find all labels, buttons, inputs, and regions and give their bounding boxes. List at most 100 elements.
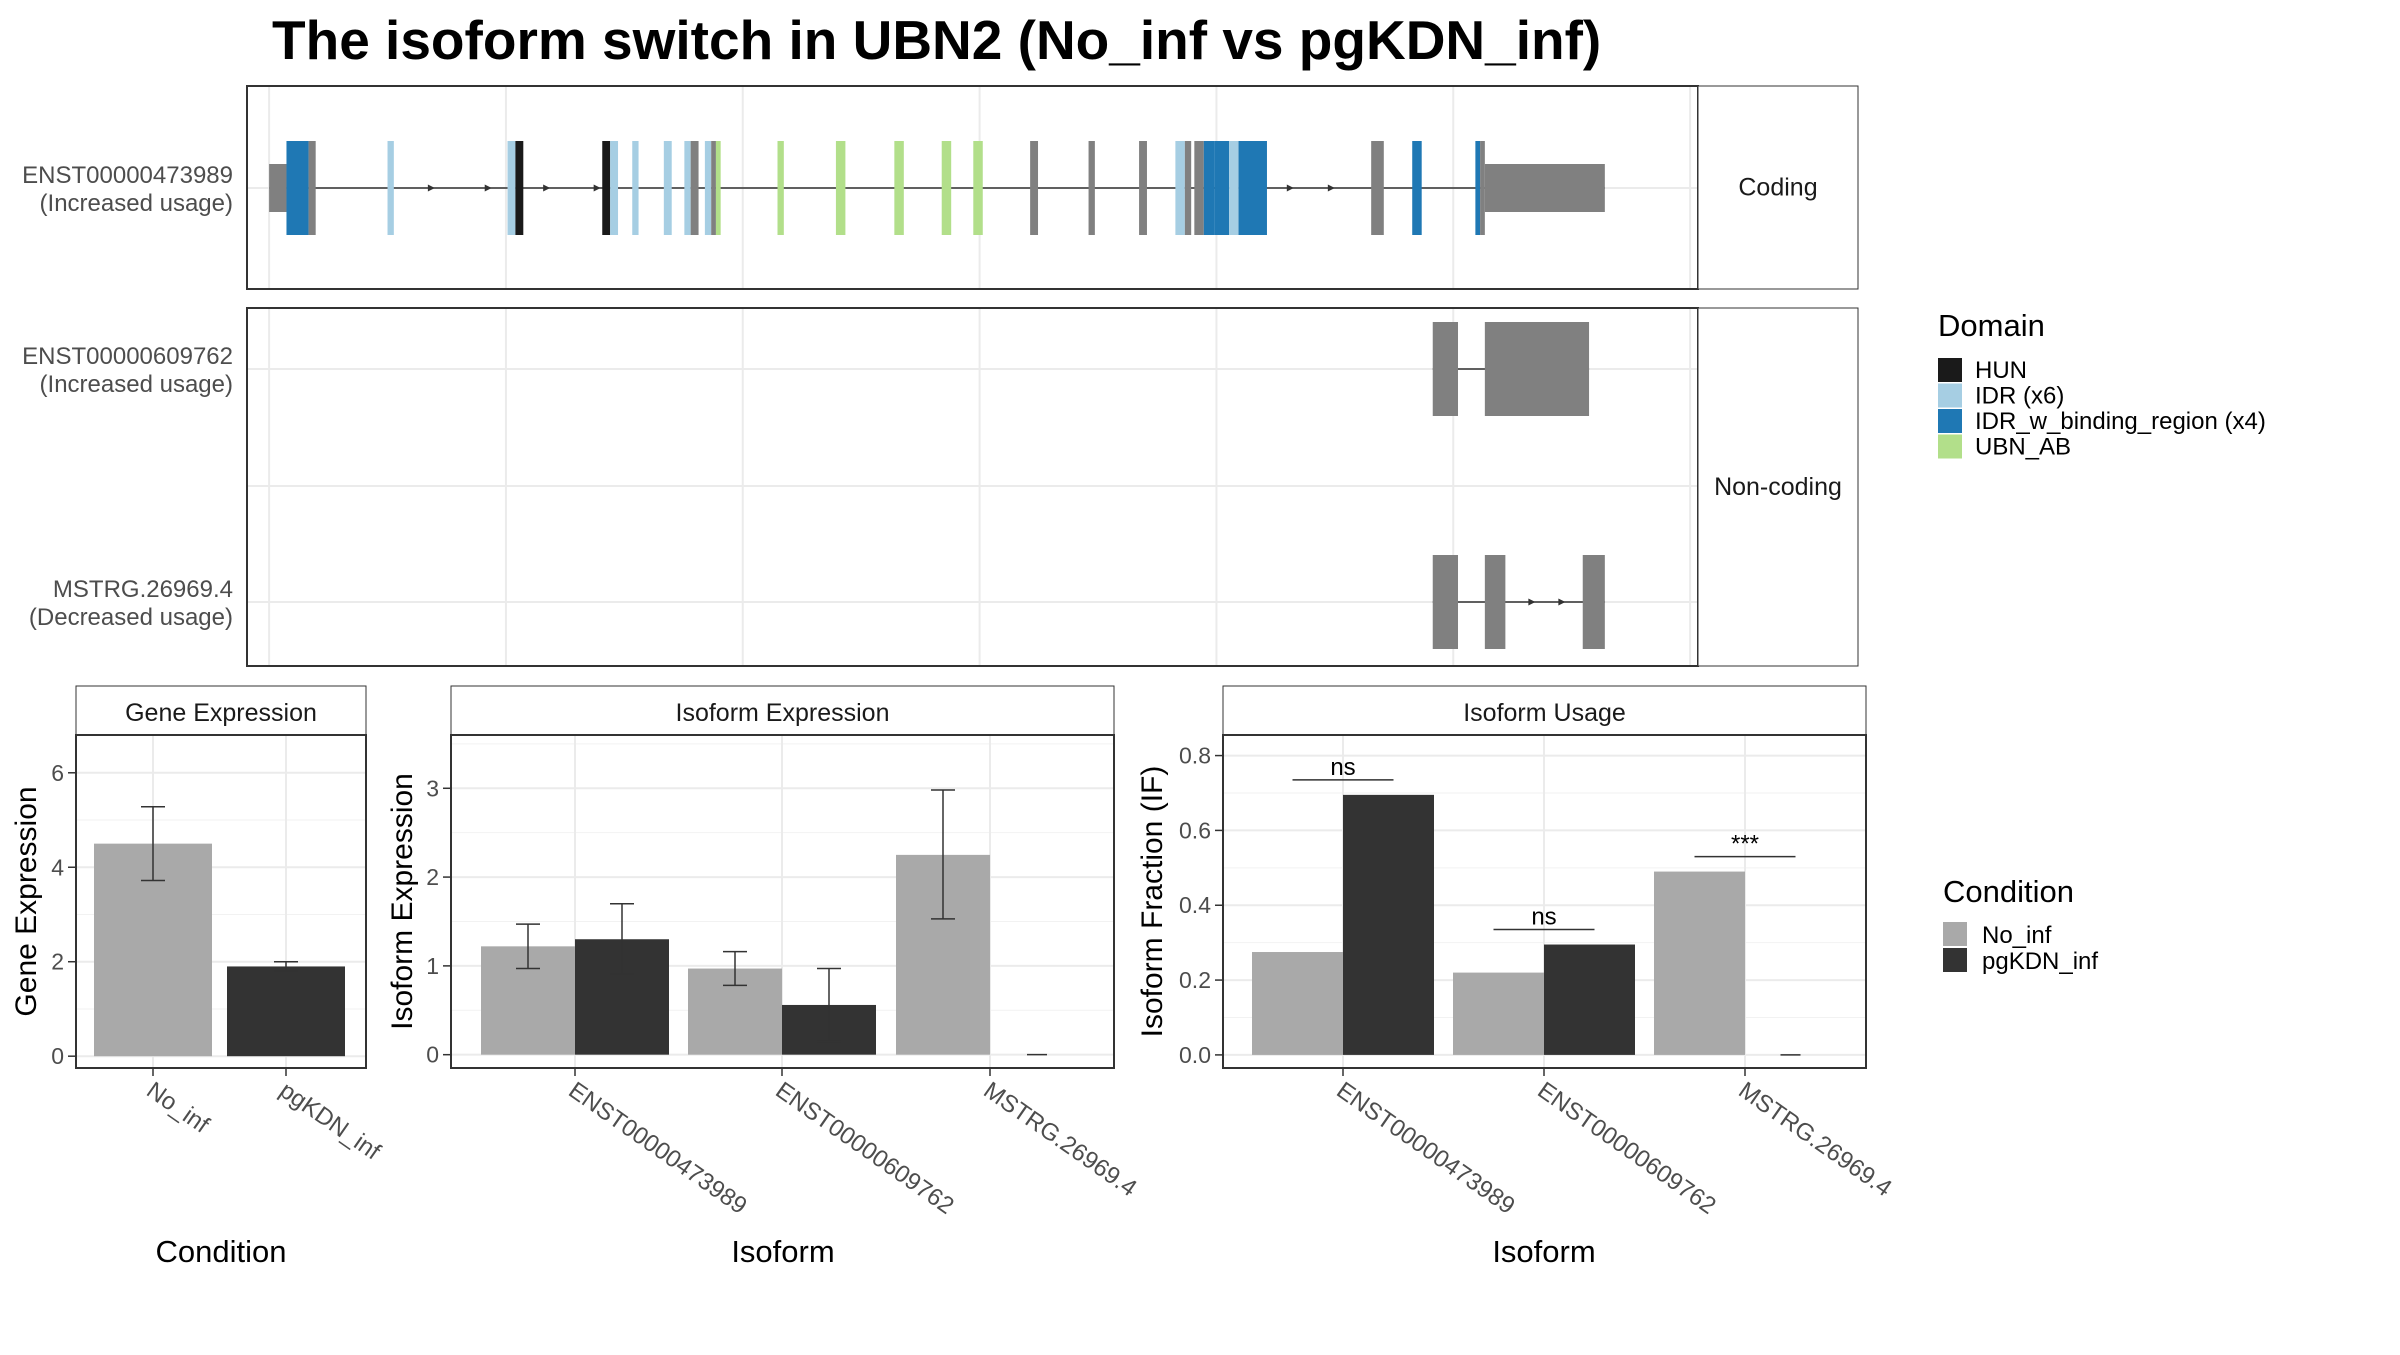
domain-legend-key [1938, 383, 1962, 408]
exon-block [835, 141, 846, 235]
bar [1544, 944, 1635, 1055]
exon-block [1412, 141, 1422, 235]
y-tick-label: 0.2 [1179, 967, 1211, 993]
bar [227, 966, 345, 1057]
exon-block [690, 141, 699, 235]
x-axis-title: Isoform [731, 1234, 834, 1269]
exon-block [1139, 141, 1147, 235]
domain-legend-key [1938, 434, 1962, 459]
isoform-axis-label: ENST00000609762 [22, 343, 233, 370]
x-tick-label: ENST00000609762 [771, 1077, 959, 1220]
exon-block [286, 141, 309, 235]
y-axis-title: Isoform Fraction (IF) [1136, 766, 1169, 1038]
condition-legend-key [1943, 948, 1967, 972]
y-tick-label: 0.4 [1179, 892, 1211, 918]
y-tick-label: 6 [51, 760, 64, 786]
exon-block [1484, 555, 1506, 649]
exon-block [269, 164, 287, 212]
y-axis-title: Isoform Expression [386, 773, 419, 1030]
bar [1654, 871, 1745, 1055]
domain-legend-label: IDR (x6) [1975, 383, 2064, 410]
facet-strip-label: Non-coding [1714, 473, 1842, 501]
exon-block [1238, 141, 1267, 235]
x-axis-title: Condition [156, 1234, 287, 1269]
significance-label: ns [1330, 754, 1355, 781]
exon-block [308, 141, 316, 235]
isoform-axis-label: ENST00000473989 [22, 162, 233, 189]
bar [1453, 972, 1544, 1055]
y-tick-label: 4 [51, 854, 64, 880]
exon-block [1203, 141, 1215, 235]
intron-direction-arrow [484, 184, 492, 192]
exon-block [715, 141, 721, 235]
intron-direction-arrow [1286, 184, 1294, 192]
intron-direction-arrow [1528, 598, 1536, 606]
condition-legend-key [1943, 922, 1967, 946]
condition-legend-label: No_inf [1982, 922, 2052, 949]
chart-panel-1: Isoform Expression 0 1 2 3 ENST00000473989 ENS… [386, 685, 1142, 1269]
x-tick-label: No_inf [142, 1077, 215, 1139]
exon-block [1088, 141, 1095, 235]
y-tick-label: 3 [426, 775, 439, 801]
intron-direction-arrow [543, 184, 551, 192]
isoform-axis-label: MSTRG.26969.4 [53, 576, 233, 603]
y-axis-title: Gene Expression [10, 786, 43, 1016]
exon-block [1371, 141, 1384, 235]
chart-strip [1222, 685, 1867, 736]
exon-block [894, 141, 904, 235]
exon-block [1229, 141, 1239, 235]
exon-block [684, 141, 691, 235]
exon-block [387, 141, 394, 235]
exon-block [515, 141, 524, 235]
exon-block [610, 141, 619, 235]
domain-legend-label: IDR_w_binding_region (x4) [1975, 408, 2266, 435]
y-tick-label: 2 [51, 949, 64, 975]
facet-strip [1697, 307, 1859, 667]
exon-block [704, 141, 712, 235]
exon-block [1480, 141, 1485, 235]
significance-label: ns [1531, 904, 1556, 931]
exon-block [632, 141, 639, 235]
exon-block [1475, 141, 1481, 235]
isoform-axis-label-status: (Decreased usage) [29, 604, 233, 631]
x-tick-label: ENST00000473989 [564, 1077, 752, 1220]
x-tick-label: pgKDN_inf [275, 1077, 386, 1166]
exon-block [1194, 141, 1204, 235]
bar [1343, 794, 1434, 1055]
exon-block [1030, 141, 1039, 235]
x-axis-title: Isoform [1492, 1234, 1595, 1269]
exon-block [941, 141, 952, 235]
exon-block [777, 141, 784, 235]
condition-legend-label: pgKDN_inf [1982, 948, 2098, 975]
bar [1252, 952, 1343, 1055]
intron-direction-arrow [1327, 184, 1335, 192]
x-tick-label: MSTRG.26969.4 [1734, 1077, 1897, 1202]
y-tick-label: 2 [426, 864, 439, 890]
chart-panel-border [75, 734, 367, 1069]
exon-block [1175, 141, 1185, 235]
x-tick-label: ENST00000609762 [1533, 1077, 1721, 1220]
chart-panel-2: Isoform Usage ns ns *** 0.0 0.2 0.4 0.6 0.8 ENST0… [1136, 685, 1897, 1269]
exon-block [973, 141, 983, 235]
facet-strip [1697, 85, 1859, 290]
y-tick-label: 0.0 [1179, 1042, 1211, 1068]
y-tick-label: 0.8 [1179, 743, 1211, 769]
domain-legend-label: HUN [1975, 357, 2027, 384]
exon-block [1484, 164, 1605, 212]
y-tick-label: 1 [426, 953, 439, 979]
figure-title: The isoform switch in UBN2 (No_inf vs pg… [272, 9, 1602, 71]
condition-legend-title: Condition [1943, 874, 2074, 909]
domain-legend-label: UBN_AB [1975, 434, 2071, 461]
exon-block [1432, 322, 1459, 416]
exon-block [1432, 555, 1459, 649]
exon-block [663, 141, 672, 235]
y-tick-label: 0 [51, 1043, 64, 1069]
significance-label: *** [1731, 831, 1759, 858]
domain-legend-key [1938, 409, 1962, 433]
intron-direction-arrow [427, 184, 435, 192]
chart-title: Isoform Expression [676, 699, 890, 727]
x-tick-label: MSTRG.26969.4 [979, 1077, 1142, 1202]
chart-strip [450, 685, 1115, 736]
